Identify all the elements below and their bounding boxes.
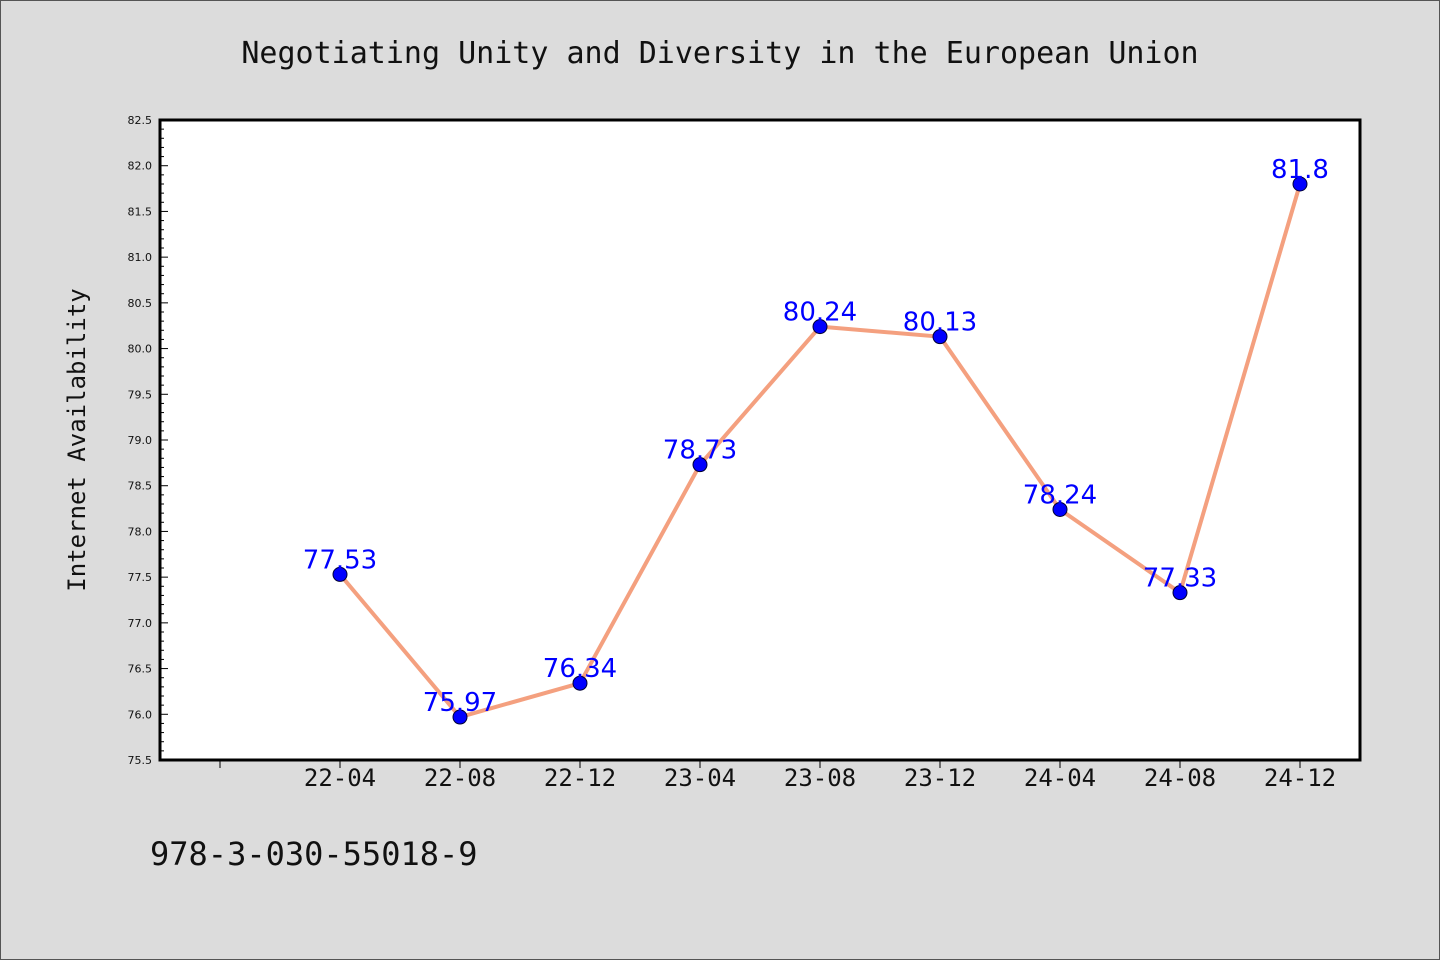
data-label: 81.8 <box>1271 155 1329 185</box>
data-point <box>572 675 588 691</box>
y-tick-label: 79.0 <box>128 434 153 447</box>
data-label: 78.24 <box>1023 480 1097 510</box>
y-tick-label: 77.0 <box>128 617 153 630</box>
data-label: 80.24 <box>783 298 857 328</box>
x-tick-label: 22-12 <box>544 764 616 792</box>
data-label: 76.34 <box>543 654 617 684</box>
y-tick-label: 78.0 <box>128 525 153 538</box>
data-label: 77.53 <box>303 545 377 575</box>
y-tick-label: 77.5 <box>128 571 153 584</box>
data-point <box>1052 501 1068 517</box>
y-tick-label: 78.5 <box>128 480 153 493</box>
x-tick-label: 24-12 <box>1264 764 1336 792</box>
y-tick-label: 80.0 <box>128 343 153 356</box>
data-point <box>812 319 828 335</box>
y-tick-label: 81.0 <box>128 251 153 264</box>
data-label: 80.13 <box>903 308 977 338</box>
data-point <box>932 329 948 345</box>
data-label: 77.33 <box>1143 564 1217 594</box>
y-tick-label: 75.5 <box>128 754 153 767</box>
x-tick-label: 23-12 <box>904 764 976 792</box>
y-tick-label: 82.0 <box>128 160 153 173</box>
y-ticks: 75.5 76.0 76.5 77.0 77.5 78.0 78.5 79.0 79.5 80.0… <box>128 114 168 767</box>
y-tick-label: 76.5 <box>128 663 153 676</box>
y-tick-label: 82.5 <box>128 114 153 127</box>
y-axis-label: Internet Availability <box>63 288 91 591</box>
y-tick-label: 80.5 <box>128 297 153 310</box>
data-point <box>452 709 468 725</box>
x-tick-label: 24-04 <box>1024 764 1096 792</box>
x-tick-label: 22-04 <box>304 764 376 792</box>
data-point <box>1292 176 1308 192</box>
isbn-footer: 978-3-030-55018-9 <box>150 835 478 873</box>
x-tick-label: 23-04 <box>664 764 736 792</box>
y-tick-label: 79.5 <box>128 388 153 401</box>
chart-title: Negotiating Unity and Diversity in the E… <box>241 36 1198 71</box>
data-label: 78.73 <box>663 436 737 466</box>
data-point <box>692 457 708 473</box>
data-label: 75.97 <box>423 688 497 718</box>
plot-area <box>158 118 1362 762</box>
x-tick-label: 22-08 <box>424 764 496 792</box>
y-tick-label: 76.0 <box>128 708 153 721</box>
x-tick-label: 24-08 <box>1144 764 1216 792</box>
data-point <box>332 566 348 582</box>
y-tick-label: 81.5 <box>128 205 153 218</box>
series-internet-availability <box>332 176 1308 725</box>
x-ticks: 22-04 22-08 22-12 23-04 23-08 23-12 24-04 24-08… <box>219 760 1336 792</box>
x-tick-label: 23-08 <box>784 764 856 792</box>
data-labels: 77.53 75.97 76.34 78.73 80.24 80.13 78.24 77.33… <box>303 155 1329 718</box>
data-point <box>1172 585 1188 601</box>
